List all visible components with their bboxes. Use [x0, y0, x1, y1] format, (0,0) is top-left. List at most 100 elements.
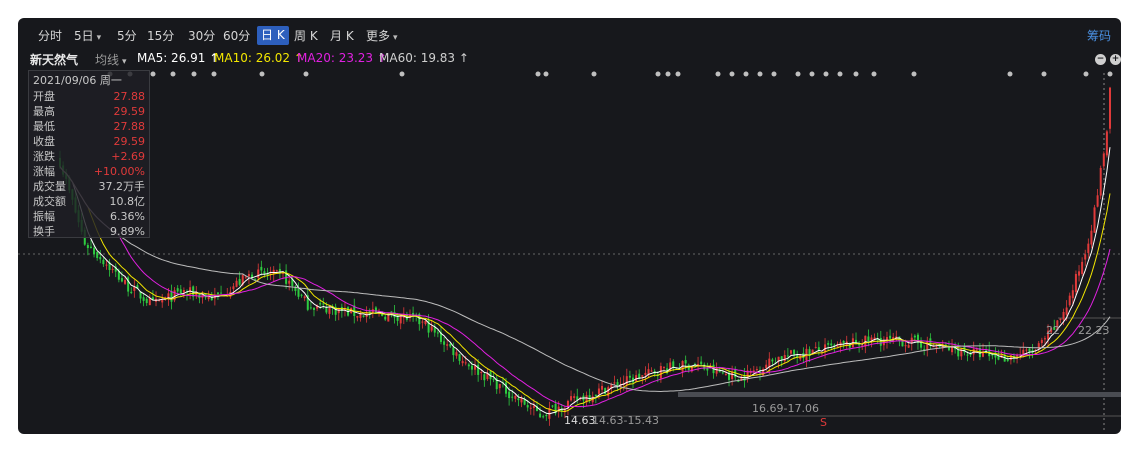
- candle-body: [628, 375, 631, 378]
- candle-body: [777, 356, 780, 362]
- candle-body: [216, 292, 219, 294]
- candle-body: [192, 286, 195, 297]
- candle-body: [771, 359, 774, 362]
- event-dot: [853, 71, 859, 77]
- event-dot: [795, 71, 801, 77]
- chip-distribution-button[interactable]: 筹码: [1086, 29, 1111, 43]
- tab-3[interactable]: 15分: [147, 27, 174, 45]
- candle-body: [316, 305, 319, 309]
- candle-body: [1047, 330, 1050, 340]
- ma60-label: MA60: 19.83 ↑: [379, 51, 469, 65]
- candle-body: [842, 340, 845, 344]
- minus-icon[interactable]: −: [1095, 54, 1106, 65]
- candle-body: [768, 358, 771, 368]
- range-label-a: 14.63-15.43: [592, 414, 659, 427]
- candle-body: [526, 405, 529, 408]
- chevron-down-icon: ▾: [393, 33, 398, 43]
- candle-body: [1093, 207, 1096, 233]
- candle-body: [994, 352, 997, 358]
- tab-1[interactable]: 5日 ▾: [74, 27, 101, 45]
- candle-body: [93, 247, 96, 255]
- range-label-c-prefix: 22: [1046, 324, 1060, 337]
- candle-body: [161, 299, 164, 303]
- tab-0[interactable]: 分时: [38, 27, 62, 45]
- tab-4[interactable]: 30分: [188, 27, 215, 45]
- tab-9[interactable]: 更多 ▾: [366, 27, 398, 45]
- support-band: [678, 392, 1121, 397]
- candle-body: [282, 272, 285, 274]
- candle-body: [789, 350, 792, 354]
- candle-body: [814, 346, 817, 348]
- candle-body: [207, 296, 210, 300]
- candle-body: [232, 286, 235, 290]
- candle-body: [1096, 195, 1099, 207]
- candle-body: [1009, 355, 1012, 361]
- candle-body: [1102, 153, 1105, 167]
- candle-body: [1065, 307, 1068, 315]
- info-value: 6.36%: [110, 210, 145, 223]
- candle-body: [105, 264, 108, 266]
- candle-body: [879, 337, 882, 346]
- candle-body: [133, 286, 136, 291]
- candle-body: [266, 273, 269, 275]
- info-row: 涨幅 +10.00%: [33, 164, 145, 179]
- tab-5[interactable]: 60分: [223, 27, 250, 45]
- candle-body: [951, 346, 954, 353]
- info-key: 涨幅: [33, 165, 55, 178]
- avg-mode-select[interactable]: 均线 ▾: [95, 53, 127, 67]
- event-dot: [757, 71, 763, 77]
- candle-body: [604, 388, 607, 395]
- candle-body: [458, 354, 461, 361]
- info-key: 成交额: [33, 195, 66, 208]
- candle-body: [532, 405, 535, 408]
- candle-body: [294, 286, 297, 291]
- tab-7[interactable]: 周 K: [294, 27, 318, 45]
- plus-icon[interactable]: +: [1110, 54, 1121, 65]
- candle-body: [288, 280, 291, 284]
- candle-body: [275, 270, 278, 272]
- candle-body: [464, 362, 467, 364]
- candle-body: [721, 372, 724, 374]
- candle-body: [399, 316, 402, 324]
- info-key: 振幅: [33, 210, 55, 223]
- candle-body: [412, 312, 415, 316]
- event-dot: [743, 71, 749, 77]
- candle-body: [189, 287, 192, 293]
- candle-body: [120, 278, 123, 282]
- tab-label: 分时: [38, 29, 63, 43]
- tab-8[interactable]: 月 K: [330, 27, 354, 45]
- candle-body: [715, 368, 718, 374]
- candle-body: [1062, 312, 1065, 320]
- candle-body: [359, 313, 362, 318]
- candle-body: [427, 320, 430, 333]
- candle-body: [916, 334, 919, 344]
- candle-body: [170, 291, 173, 302]
- candle-body: [145, 298, 148, 304]
- tab-2[interactable]: 5分: [117, 27, 137, 45]
- info-row: 涨跌 +2.69: [33, 149, 145, 164]
- kline-chart[interactable]: [18, 18, 1121, 434]
- info-key: 换手: [33, 225, 55, 238]
- event-dot: [675, 71, 681, 77]
- info-key: 最低: [33, 120, 55, 133]
- candle-body: [718, 371, 721, 373]
- candle-body: [247, 274, 250, 277]
- candle-body: [238, 279, 241, 285]
- ma60-line: [59, 166, 1111, 393]
- candle-body: [635, 375, 638, 382]
- event-dot: [715, 71, 721, 77]
- candle-body: [108, 262, 111, 271]
- candle-body: [474, 365, 477, 370]
- candle-body: [1081, 261, 1084, 274]
- candle-body: [848, 344, 851, 348]
- info-row: 最高 29.59: [33, 104, 145, 119]
- event-dot: [837, 71, 843, 77]
- candle-body: [855, 339, 858, 344]
- candle-body: [566, 400, 569, 409]
- event-dot: [591, 71, 597, 77]
- candle-body: [752, 370, 755, 372]
- candle-body: [557, 406, 560, 412]
- info-value: 37.2万手: [98, 180, 146, 193]
- tab-6[interactable]: 日 K: [257, 26, 289, 45]
- candle-body: [508, 391, 511, 399]
